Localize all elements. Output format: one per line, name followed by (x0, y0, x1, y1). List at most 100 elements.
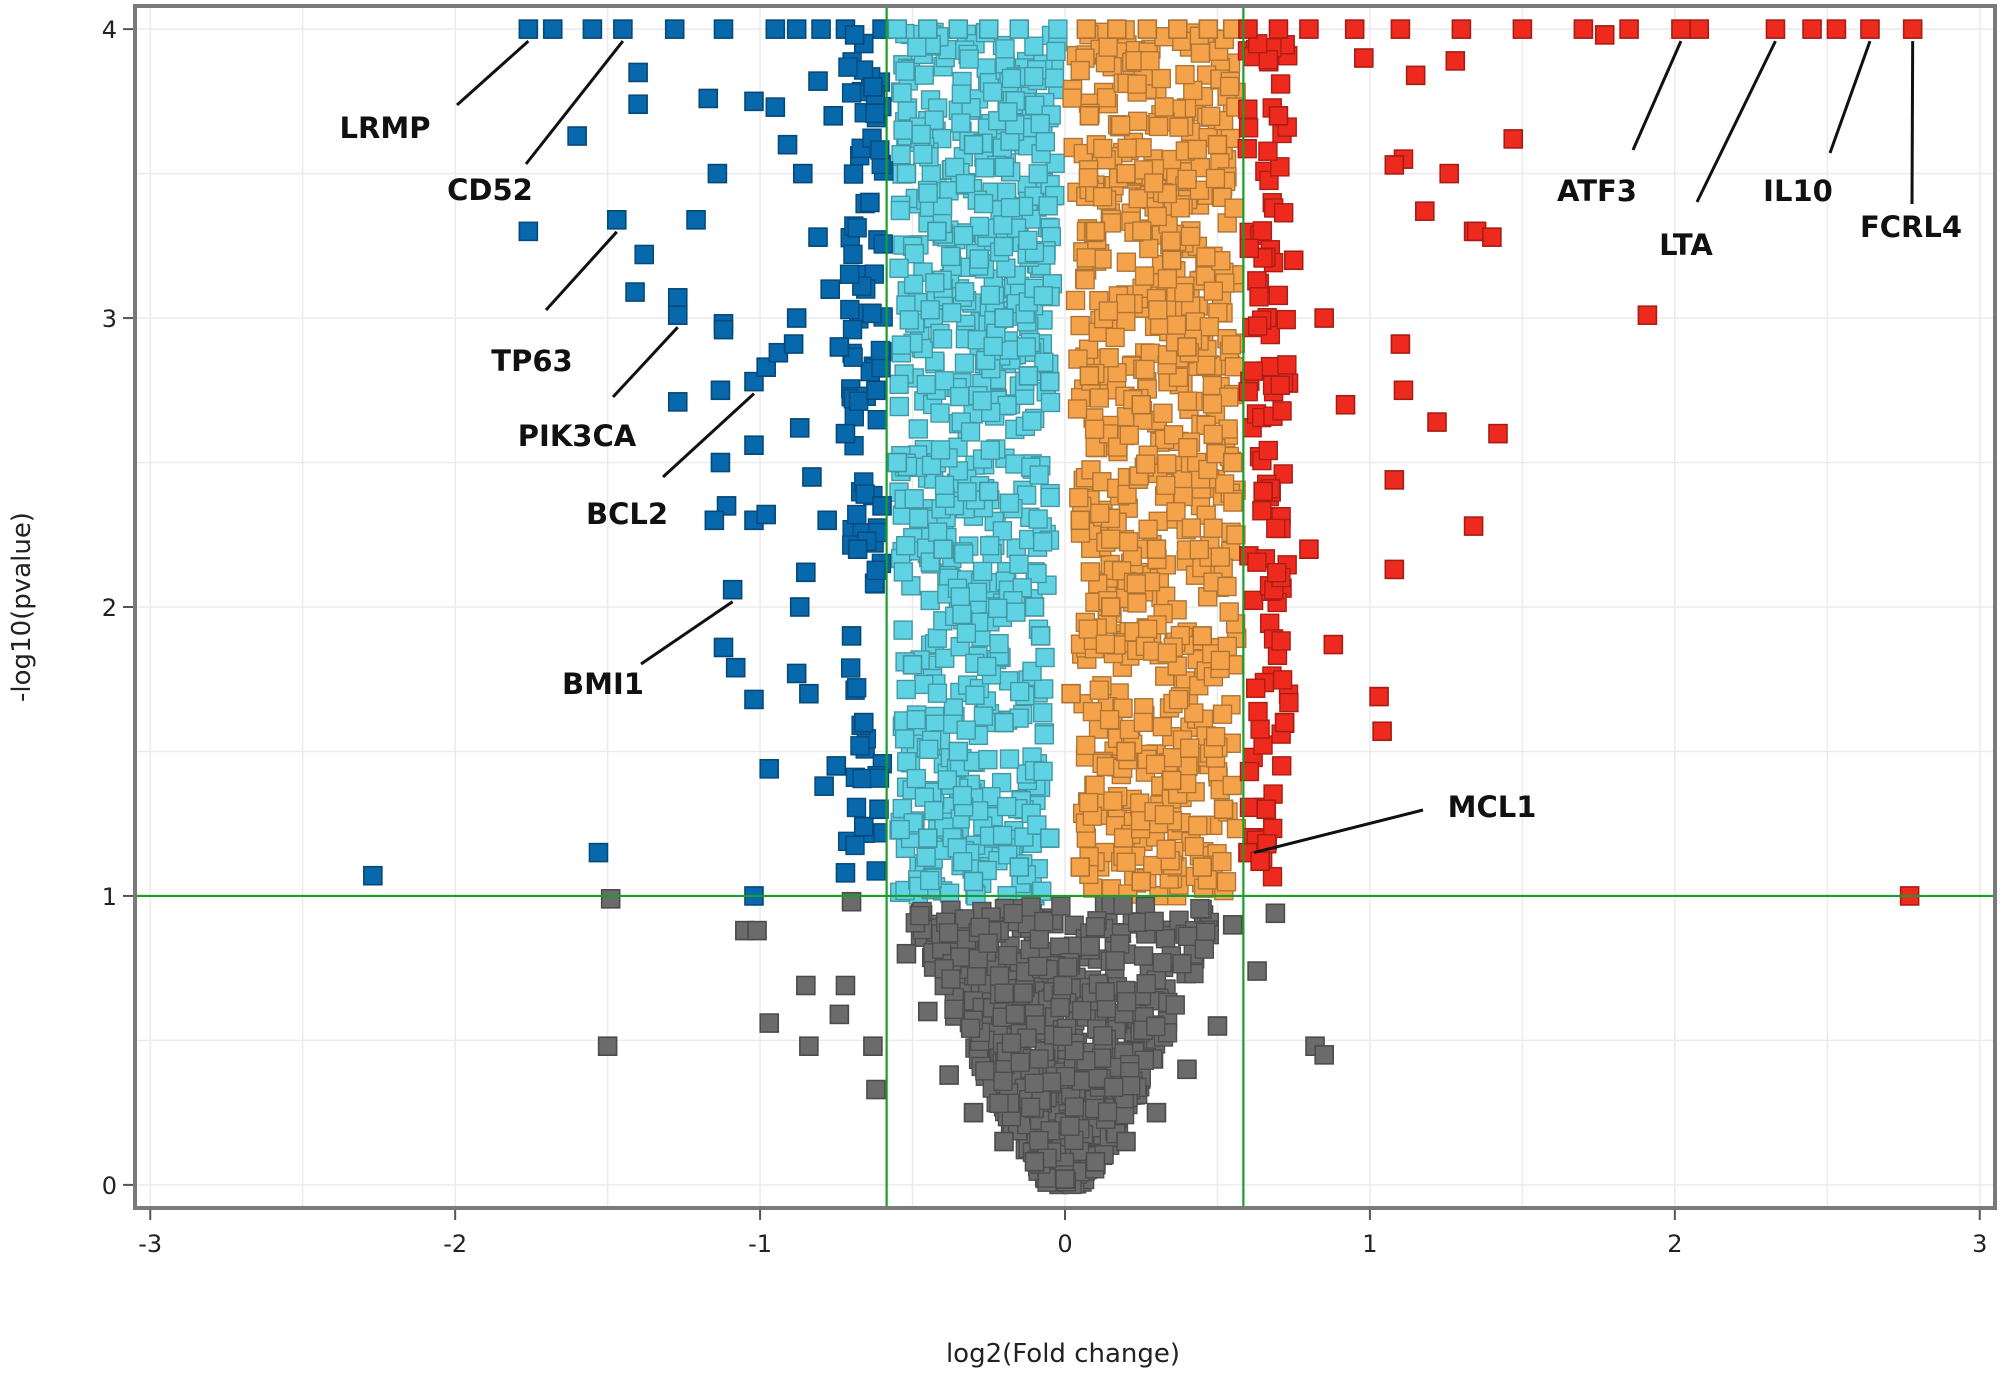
data-point (799, 1036, 819, 1056)
dense-point (954, 282, 975, 302)
dense-point (927, 683, 948, 703)
dense-point (934, 371, 955, 391)
data-point (667, 392, 688, 412)
data-point (1192, 626, 1213, 646)
dense-point (1166, 315, 1187, 335)
dense-point (894, 729, 915, 749)
dense-point (1276, 309, 1296, 330)
data-point (698, 88, 719, 109)
dense-point (1271, 631, 1291, 651)
dense-point (1135, 359, 1155, 380)
dense-point (1188, 816, 1208, 836)
dense-point (1219, 76, 1240, 97)
data-point (744, 689, 764, 710)
data-point (1445, 51, 1466, 71)
data-point (1076, 19, 1097, 39)
dense-point (913, 144, 933, 165)
dense-point (1038, 196, 1058, 216)
dense-point (1258, 141, 1278, 161)
dense-point (918, 183, 938, 203)
data-point (1030, 626, 1051, 646)
data-point (1427, 412, 1447, 432)
dense-point (1155, 928, 1176, 949)
data-point (1100, 597, 1121, 617)
dense-point (954, 353, 975, 373)
dense-point (939, 883, 960, 903)
annotation-leader-line (1631, 40, 1683, 151)
dense-point (1190, 898, 1210, 919)
dense-point (862, 303, 882, 324)
data-point (1146, 1102, 1167, 1123)
data-point (1039, 828, 1060, 848)
dense-point (1046, 41, 1066, 62)
data-point (863, 77, 883, 97)
dense-point (1009, 554, 1029, 574)
dense-point (840, 658, 861, 678)
dense-point (1243, 361, 1264, 381)
dense-point (999, 493, 1020, 513)
data-point (1512, 19, 1533, 39)
dense-point (980, 285, 1000, 305)
dense-point (1266, 562, 1287, 583)
data-point (1384, 155, 1405, 175)
dense-point (925, 273, 945, 293)
dense-point (967, 582, 988, 602)
dense-point (1216, 872, 1237, 892)
dense-point (1110, 934, 1130, 954)
dense-point (1116, 293, 1136, 314)
dense-point (1044, 68, 1065, 88)
dense-point (952, 785, 973, 806)
data-point (1463, 516, 1484, 536)
annotation-leader-line (455, 39, 530, 107)
dense-point (950, 587, 971, 607)
dense-point (1239, 761, 1260, 782)
y-tick-label: 4 (102, 16, 117, 44)
dense-point (956, 720, 976, 740)
data-point (713, 637, 734, 658)
data-point (1177, 1059, 1197, 1080)
dense-point (1041, 1072, 1062, 1092)
data-point (789, 418, 810, 438)
gene-label: LTA (1659, 228, 1713, 262)
dense-point (1097, 1102, 1118, 1122)
data-point (1826, 19, 1847, 39)
data-point (1018, 366, 1039, 386)
dense-point (1096, 756, 1117, 777)
dense-point (1137, 619, 1158, 640)
y-tick-label: 1 (102, 883, 117, 911)
dense-point (992, 521, 1013, 541)
dense-point (1003, 903, 1023, 924)
dense-point (1201, 106, 1221, 126)
y-axis-title: -log10(pvalue) (7, 512, 37, 702)
dense-point (891, 145, 911, 165)
data-point (756, 357, 776, 377)
dense-point (1136, 974, 1156, 994)
data-point (844, 25, 865, 45)
data-point (744, 435, 764, 455)
dense-point (996, 796, 1017, 817)
data-point (1573, 19, 1594, 39)
dense-point (978, 933, 998, 953)
dense-point (1260, 356, 1281, 377)
dense-point (1033, 761, 1053, 782)
dense-point (1258, 50, 1278, 70)
dense-point (1098, 37, 1118, 57)
dense-point (1273, 464, 1293, 484)
dense-point (1005, 1004, 1026, 1024)
dense-point (1025, 95, 1045, 116)
data-point (567, 126, 587, 146)
data-point (1637, 305, 1658, 325)
dense-point (927, 522, 948, 542)
annotation-leader-line (1910, 41, 1915, 205)
dense-point (973, 706, 994, 726)
dense-point (1116, 992, 1137, 1012)
data-point (1207, 134, 1228, 155)
data-point (625, 282, 645, 302)
dense-point (1085, 775, 1105, 795)
dense-point (969, 216, 990, 237)
dense-point (852, 768, 872, 789)
data-points (363, 19, 1923, 1189)
dense-point (1262, 867, 1283, 887)
dense-point (1006, 602, 1026, 622)
dense-point (1064, 1040, 1084, 1061)
